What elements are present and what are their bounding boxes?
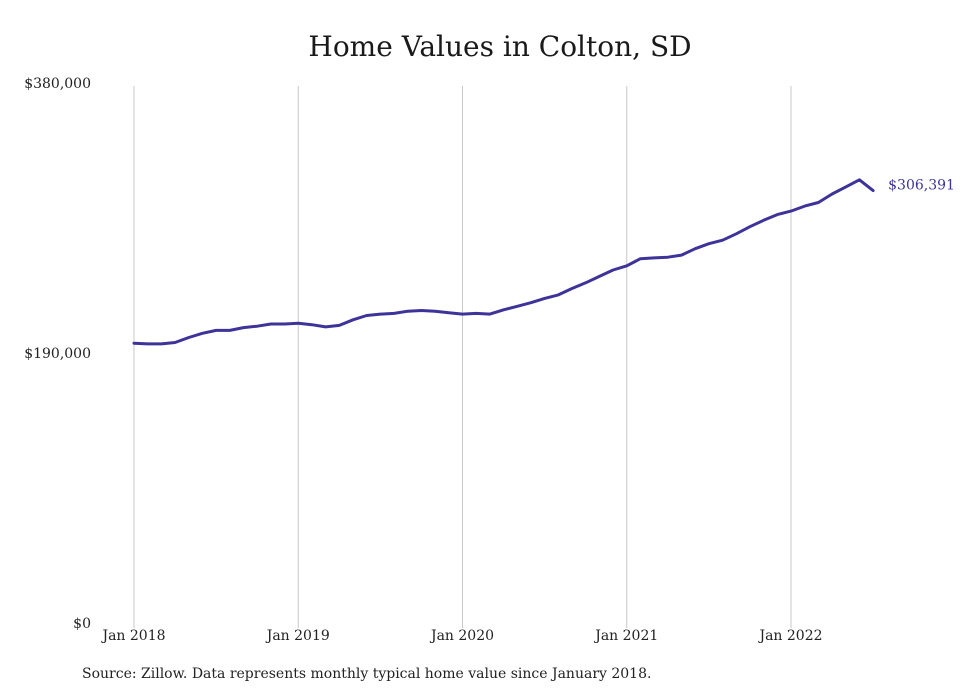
grid-lines — [133, 86, 792, 628]
series-line — [132, 178, 875, 346]
y-tick-label: $190,000 — [24, 346, 91, 362]
y-axis-ticks: $0 $190,000 $380,000 — [24, 76, 91, 632]
x-tick-label: Jan 2021 — [593, 628, 658, 644]
series-group — [132, 178, 875, 346]
chart-title: Home Values in Colton, SD — [308, 30, 692, 63]
y-tick-label: $0 — [73, 616, 91, 632]
end-value-label: $306,391 — [888, 178, 955, 194]
y-tick-label: $380,000 — [24, 76, 91, 92]
x-tick-label: Jan 2019 — [265, 628, 330, 644]
source-note: Source: Zillow. Data represents monthly … — [82, 666, 652, 682]
x-axis-ticks: Jan 2018 Jan 2019 Jan 2020 Jan 2021 Jan 2022 — [100, 628, 822, 644]
x-tick-label: Jan 2018 — [100, 628, 165, 644]
x-tick-label: Jan 2020 — [429, 628, 494, 644]
x-tick-label: Jan 2022 — [757, 628, 822, 644]
data-labels: $306,391 — [888, 178, 955, 194]
